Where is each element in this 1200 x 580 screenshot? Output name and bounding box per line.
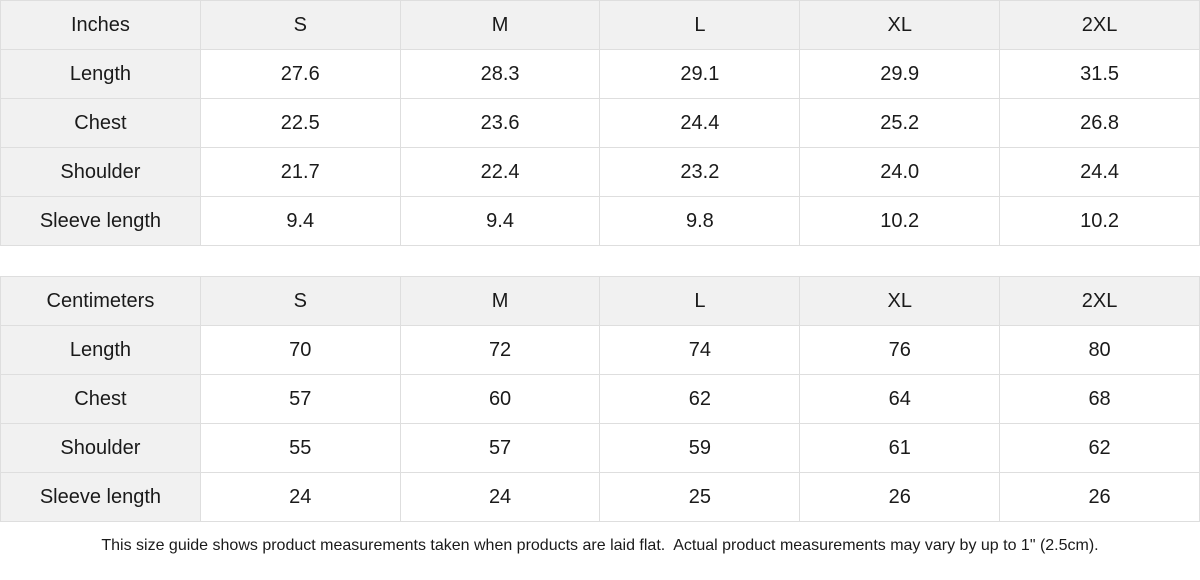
size-header-cell: M	[399, 0, 601, 50]
table-row: Shoulder 55 57 59 61 62	[0, 423, 1200, 473]
row-label-cell: Chest	[0, 374, 201, 424]
size-header-cell: L	[599, 0, 801, 50]
value-cell: 59	[599, 423, 801, 473]
size-guide-note: This size guide shows product measuremen…	[101, 537, 1099, 554]
value-cell: 61	[799, 423, 1001, 473]
size-header-cell: XL	[799, 0, 1001, 50]
header-row: Centimeters S M L XL 2XL	[0, 276, 1200, 326]
value-cell: 25	[599, 472, 801, 522]
row-label-cell: Shoulder	[0, 147, 201, 197]
value-cell: 21.7	[199, 147, 401, 197]
value-cell: 31.5	[999, 49, 1200, 99]
table-row: Sleeve length 9.4 9.4 9.8 10.2 10.2	[0, 196, 1200, 246]
value-cell: 74	[599, 325, 801, 375]
value-cell: 24	[199, 472, 401, 522]
value-cell: 29.9	[799, 49, 1001, 99]
value-cell: 28.3	[399, 49, 601, 99]
value-cell: 72	[399, 325, 601, 375]
value-cell: 57	[399, 423, 601, 473]
value-cell: 27.6	[199, 49, 401, 99]
row-label-cell: Length	[0, 325, 201, 375]
value-cell: 70	[199, 325, 401, 375]
value-cell: 23.2	[599, 147, 801, 197]
value-cell: 76	[799, 325, 1001, 375]
size-header-cell: 2XL	[999, 276, 1200, 326]
size-header-cell: 2XL	[999, 0, 1200, 50]
value-cell: 29.1	[599, 49, 801, 99]
table-row: Shoulder 21.7 22.4 23.2 24.0 24.4	[0, 147, 1200, 197]
size-header-cell: M	[399, 276, 601, 326]
table-row: Chest 57 60 62 64 68	[0, 374, 1200, 424]
value-cell: 22.5	[199, 98, 401, 148]
value-cell: 60	[399, 374, 601, 424]
inches-table: Inches S M L XL 2XL Length 27.6 28.3 29.1 29.9 31.5…	[0, 0, 1200, 246]
value-cell: 24.0	[799, 147, 1001, 197]
row-label-cell: Length	[0, 49, 201, 99]
value-cell: 9.4	[399, 196, 601, 246]
value-cell: 25.2	[799, 98, 1001, 148]
value-cell: 22.4	[399, 147, 601, 197]
value-cell: 24.4	[999, 147, 1200, 197]
value-cell: 9.4	[199, 196, 401, 246]
value-cell: 57	[199, 374, 401, 424]
table-gap	[0, 246, 1200, 276]
size-header-cell: XL	[799, 276, 1001, 326]
value-cell: 10.2	[999, 196, 1200, 246]
table-row: Sleeve length 24 24 25 26 26	[0, 472, 1200, 522]
size-header-cell: L	[599, 276, 801, 326]
centimeters-table-body: Centimeters S M L XL 2XL Length 70 72 74 76 80 Chest…	[0, 276, 1200, 522]
size-header-cell: S	[199, 276, 401, 326]
value-cell: 26	[799, 472, 1001, 522]
value-cell: 9.8	[599, 196, 801, 246]
size-header-cell: S	[199, 0, 401, 50]
row-label-cell: Sleeve length	[0, 196, 201, 246]
value-cell: 62	[999, 423, 1200, 473]
value-cell: 26.8	[999, 98, 1200, 148]
value-cell: 24	[399, 472, 601, 522]
table-row: Length 27.6 28.3 29.1 29.9 31.5	[0, 49, 1200, 99]
unit-header-cell: Inches	[0, 0, 201, 50]
value-cell: 55	[199, 423, 401, 473]
value-cell: 80	[999, 325, 1200, 375]
header-row: Inches S M L XL 2XL	[0, 0, 1200, 50]
row-label-cell: Chest	[0, 98, 201, 148]
centimeters-table: Centimeters S M L XL 2XL Length 70 72 74 76 80 Chest…	[0, 276, 1200, 522]
value-cell: 24.4	[599, 98, 801, 148]
table-row: Length 70 72 74 76 80	[0, 325, 1200, 375]
table-row: Chest 22.5 23.6 24.4 25.2 26.8	[0, 98, 1200, 148]
value-cell: 23.6	[399, 98, 601, 148]
value-cell: 10.2	[799, 196, 1001, 246]
inches-table-body: Inches S M L XL 2XL Length 27.6 28.3 29.1 29.9 31.5…	[0, 0, 1200, 246]
row-label-cell: Sleeve length	[0, 472, 201, 522]
unit-header-cell: Centimeters	[0, 276, 201, 326]
value-cell: 62	[599, 374, 801, 424]
value-cell: 68	[999, 374, 1200, 424]
value-cell: 26	[999, 472, 1200, 522]
value-cell: 64	[799, 374, 1001, 424]
row-label-cell: Shoulder	[0, 423, 201, 473]
